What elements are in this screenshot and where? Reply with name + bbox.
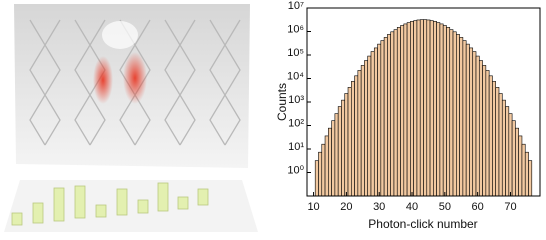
bar [360,65,365,197]
bar [318,151,323,197]
floor [4,180,258,232]
y-tick-label: 10⁷ [288,0,304,12]
bar [439,23,444,197]
bar [521,143,526,197]
bar [328,127,332,197]
y-tick-label: 10⁴ [287,70,304,82]
bar [400,25,405,197]
bar [501,99,506,197]
bar [482,65,487,197]
bar [387,34,391,197]
y-tick-label: 10² [288,117,304,129]
bar [465,43,470,197]
bar [492,81,496,197]
bar [426,19,431,197]
y-tick-label: 10⁵ [287,47,304,59]
illustration [4,4,258,232]
bar [518,135,523,197]
x-tick-label: 70 [504,201,516,213]
bar [515,127,519,197]
bar [419,19,424,197]
bar [393,29,398,197]
x-tick-label: 20 [340,201,352,213]
bar [314,160,319,197]
bar [469,47,474,197]
x-tick-label: 10 [307,201,319,213]
bar [341,99,346,197]
bar [416,19,421,197]
bar [373,47,378,197]
y-tick-label: 10¹ [288,141,304,153]
detector-bars [11,182,209,226]
bar [383,37,388,197]
bar [528,160,533,197]
bar [459,37,464,197]
bar [429,20,434,197]
figure: Counts Photon-click number 10⁰ 10¹ 10² 10³ 1… [4,0,541,232]
bar [337,106,342,197]
bar [354,75,359,197]
light-glow [123,52,147,104]
bar [456,34,460,197]
y-axis-label: Counts [275,83,289,121]
bar [498,93,503,197]
bar [462,40,467,197]
y-tick-label: 10⁰ [287,164,304,176]
bar [449,29,454,197]
bar [436,22,441,197]
bar [347,87,352,197]
bar [511,120,516,197]
light-glow [93,56,113,104]
bar [403,23,408,197]
x-tick-label: 60 [472,201,484,213]
bar [423,19,428,197]
bar [390,31,395,197]
bar [475,55,480,197]
bar [488,75,493,197]
bar [370,51,375,197]
y-tick-label: 10³ [288,94,304,106]
bar [377,43,382,197]
bar [485,70,490,197]
x-tick-label: 50 [439,201,451,213]
bar [410,21,414,197]
bar [396,27,401,197]
bar [505,106,510,197]
y-tick-label: 10⁶ [287,23,304,35]
bar [321,143,326,197]
bar [433,21,437,197]
x-axis-label: Photon-click number [368,217,477,231]
bar [344,93,349,197]
x-tick-label: 30 [373,201,385,213]
bar [406,22,411,197]
bar [380,40,385,197]
bar [367,55,372,197]
bar [331,120,336,197]
bar [442,25,447,197]
bar [508,113,513,197]
bar [364,60,369,197]
bar [495,87,500,197]
bar [446,27,451,197]
light-spot [102,21,138,49]
x-tick-label: 40 [406,201,418,213]
bar [478,60,483,197]
bar [413,20,418,197]
bar [472,51,477,197]
bar [452,31,457,197]
bar [357,70,362,197]
bar [351,81,355,197]
bar [524,151,529,197]
bar [324,135,329,197]
bar [334,113,339,197]
